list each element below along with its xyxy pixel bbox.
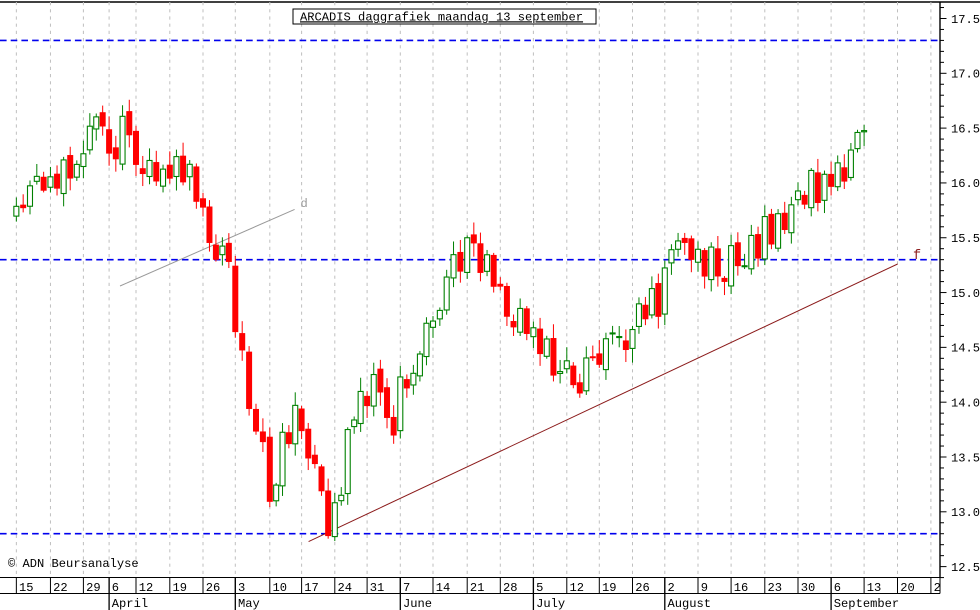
svg-text:9: 9 [701, 581, 708, 595]
svg-text:ARCADIS daggrafiek maandag 13: ARCADIS daggrafiek maandag 13 september [300, 10, 583, 24]
svg-text:26: 26 [206, 581, 221, 595]
svg-text:17.5: 17.5 [951, 13, 980, 27]
svg-text:6: 6 [112, 581, 119, 595]
svg-text:23: 23 [768, 581, 783, 595]
svg-text:6: 6 [834, 581, 841, 595]
svg-text:31: 31 [370, 581, 385, 595]
svg-text:3: 3 [238, 581, 245, 595]
svg-text:12.5: 12.5 [951, 561, 980, 575]
svg-text:30: 30 [801, 581, 816, 595]
svg-text:13.5: 13.5 [951, 451, 980, 465]
svg-text:5: 5 [536, 581, 543, 595]
svg-text:14.5: 14.5 [951, 342, 980, 356]
svg-text:29: 29 [86, 581, 101, 595]
svg-text:19: 19 [602, 581, 617, 595]
svg-text:f: f [913, 249, 921, 264]
svg-text:June: June [403, 597, 432, 610]
svg-text:14.0: 14.0 [951, 396, 980, 410]
svg-text:10: 10 [273, 581, 288, 595]
svg-text:15: 15 [19, 581, 34, 595]
svg-text:April: April [112, 597, 148, 610]
svg-text:d: d [301, 197, 308, 211]
svg-text:15.5: 15.5 [951, 232, 980, 246]
svg-text:July: July [536, 597, 565, 610]
svg-text:13: 13 [867, 581, 882, 595]
svg-text:16.5: 16.5 [951, 122, 980, 136]
svg-text:August: August [668, 597, 712, 610]
svg-text:26: 26 [635, 581, 650, 595]
svg-text:May: May [238, 597, 260, 610]
svg-text:17: 17 [304, 581, 319, 595]
svg-text:21: 21 [470, 581, 485, 595]
svg-text:24: 24 [338, 581, 353, 595]
svg-text:2: 2 [668, 581, 675, 595]
svg-text:September: September [834, 597, 899, 610]
svg-text:13.0: 13.0 [951, 506, 980, 520]
svg-text:12: 12 [139, 581, 154, 595]
svg-text:20: 20 [900, 581, 915, 595]
svg-text:© ADN Beursanalyse: © ADN Beursanalyse [8, 557, 139, 571]
svg-text:16.0: 16.0 [951, 177, 980, 191]
svg-text:12: 12 [570, 581, 585, 595]
svg-text:14: 14 [436, 581, 451, 595]
svg-text:22: 22 [53, 581, 68, 595]
svg-text:16: 16 [734, 581, 749, 595]
svg-text:15.0: 15.0 [951, 287, 980, 301]
svg-text:7: 7 [403, 581, 410, 595]
svg-text:17.0: 17.0 [951, 68, 980, 82]
svg-text:28: 28 [503, 581, 518, 595]
svg-text:19: 19 [173, 581, 188, 595]
